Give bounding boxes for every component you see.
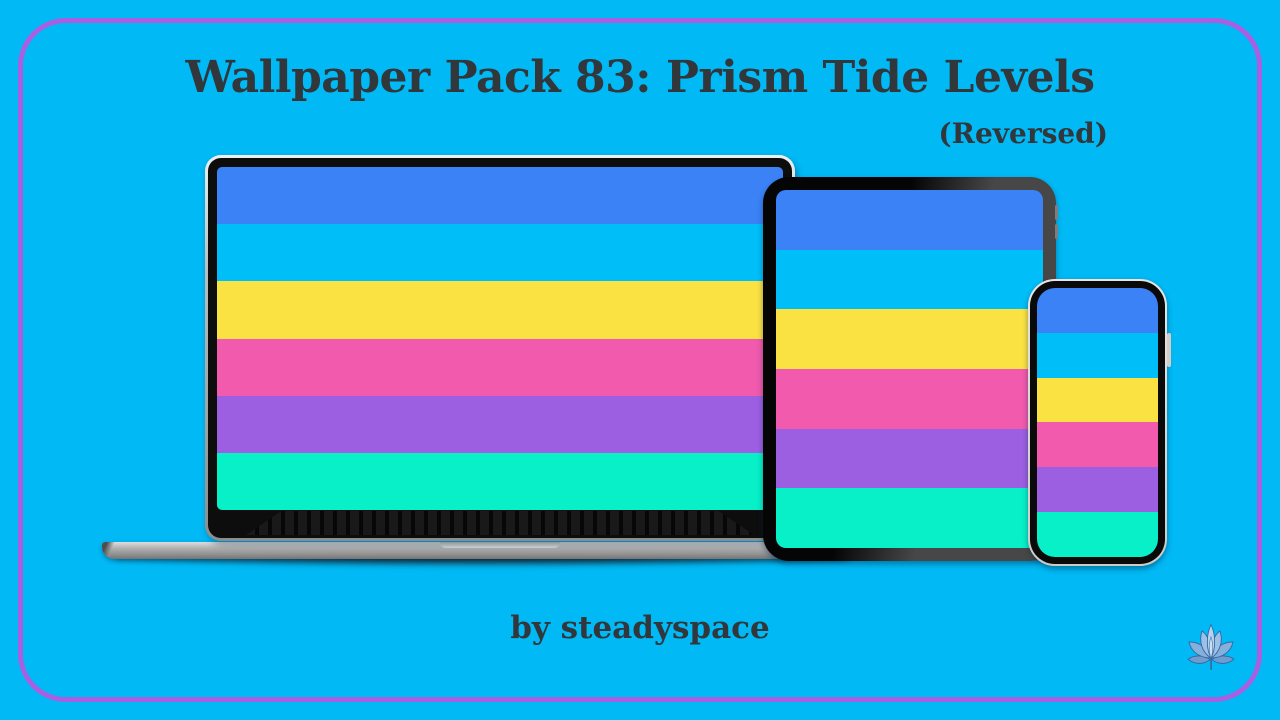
wallpaper-stripe-sun-yellow xyxy=(217,281,783,339)
laptop-keyboard xyxy=(246,511,754,535)
wallpaper-stripe-turquoise xyxy=(1037,512,1158,557)
page-subtitle: (Reversed) xyxy=(938,117,1108,150)
credit-text: by steadyspace xyxy=(510,610,770,646)
wallpaper-stripe-sky-cyan xyxy=(217,224,783,282)
wallpaper-stripe-sun-yellow xyxy=(1037,377,1158,423)
laptop-base xyxy=(102,542,858,559)
wallpaper-stripe-magenta-pink xyxy=(1037,422,1158,468)
wallpaper-stripe-violet-purple xyxy=(1037,467,1158,513)
wallpaper-stripe-violet-purple xyxy=(217,395,783,453)
lotus-icon xyxy=(1184,615,1238,679)
phone-screen-wallpaper xyxy=(1037,288,1158,557)
wallpaper-stripe-magenta-pink xyxy=(217,338,783,396)
laptop-base-groove xyxy=(440,542,560,548)
tablet-volume-up-button xyxy=(1055,205,1058,220)
phone-bezel xyxy=(1030,281,1165,564)
wallpaper-stripe-turquoise xyxy=(776,488,1043,548)
page-title: Wallpaper Pack 83: Prism Tide Levels xyxy=(185,52,1095,103)
laptop-screen-wallpaper xyxy=(217,167,783,510)
wallpaper-stripe-sky-cyan xyxy=(1037,332,1158,378)
wallpaper-stripe-royal-blue xyxy=(1037,288,1158,333)
wallpaper-stripe-turquoise xyxy=(217,452,783,510)
tablet-mockup xyxy=(763,177,1058,561)
wallpaper-stripe-royal-blue xyxy=(776,190,1043,250)
phone-side-button xyxy=(1167,333,1171,367)
tablet-screen-wallpaper xyxy=(776,190,1043,548)
wallpaper-stripe-sky-cyan xyxy=(776,249,1043,310)
tablet-volume-down-button xyxy=(1055,224,1058,239)
wallpaper-stripe-sun-yellow xyxy=(776,309,1043,370)
laptop-bezel xyxy=(208,158,792,538)
wallpaper-stripe-violet-purple xyxy=(776,428,1043,489)
laptop-mockup xyxy=(205,155,795,541)
wallpaper-stripe-royal-blue xyxy=(217,167,783,225)
phone-mockup xyxy=(1028,279,1171,566)
laptop-base-left-edge xyxy=(102,542,116,559)
wallpaper-stripe-magenta-pink xyxy=(776,369,1043,429)
